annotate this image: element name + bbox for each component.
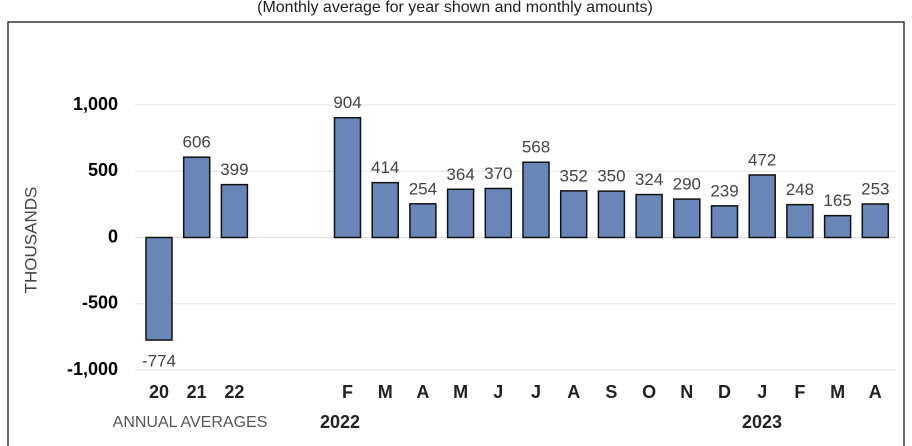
data-label: 352 xyxy=(560,166,588,185)
x-tick-label: 22 xyxy=(224,382,244,402)
group-label: 2022 xyxy=(320,412,360,432)
data-label: 370 xyxy=(484,164,512,183)
y-tick-label: -1,000 xyxy=(67,359,118,379)
data-label: 253 xyxy=(861,179,889,198)
data-label: 350 xyxy=(597,167,625,186)
x-tick-label: J xyxy=(493,382,503,402)
x-tick-label: D xyxy=(718,382,731,402)
bar xyxy=(673,198,701,239)
bar xyxy=(710,205,739,239)
x-tick-label: A xyxy=(869,382,882,402)
x-tick-label: J xyxy=(531,382,541,402)
bar xyxy=(145,236,173,341)
data-label: 904 xyxy=(333,93,361,112)
bar xyxy=(371,181,399,239)
bar xyxy=(823,214,852,239)
data-label: 254 xyxy=(409,179,437,198)
bar xyxy=(786,203,814,239)
bar xyxy=(597,190,626,239)
y-axis-label: THOUSANDS xyxy=(21,187,40,294)
x-tick-label: 21 xyxy=(187,382,207,402)
group-label: ANNUAL AVERAGES xyxy=(113,414,268,431)
x-tick-label: S xyxy=(605,382,617,402)
x-tick-label: A xyxy=(567,382,580,402)
data-label: 248 xyxy=(786,180,814,199)
x-tick-label: J xyxy=(757,382,767,402)
x-tick-label: F xyxy=(794,382,805,402)
x-tick-label: N xyxy=(680,382,693,402)
bar xyxy=(333,116,362,239)
bar xyxy=(182,156,211,239)
data-label: 324 xyxy=(635,170,663,189)
bar xyxy=(559,190,588,239)
data-label: 414 xyxy=(371,158,399,177)
bar xyxy=(522,161,550,239)
bar xyxy=(748,174,776,239)
data-label: -774 xyxy=(142,352,176,371)
group-label: 2023 xyxy=(742,412,782,432)
bar xyxy=(635,193,663,239)
bar xyxy=(446,188,475,239)
bar xyxy=(861,203,890,239)
chart-subtitle: (Monthly average for year shown and mont… xyxy=(257,0,653,16)
bar xyxy=(409,203,437,239)
x-tick-label: O xyxy=(642,382,656,402)
data-label: 399 xyxy=(220,160,248,179)
x-tick-label: 20 xyxy=(149,382,169,402)
data-label: 290 xyxy=(673,175,701,194)
x-tick-label: F xyxy=(342,382,353,402)
x-tick-label: A xyxy=(416,382,429,402)
y-tick-label: 1,000 xyxy=(73,94,118,114)
data-label: 364 xyxy=(446,165,474,184)
y-tick-label: 500 xyxy=(88,160,118,180)
x-tick-label: M xyxy=(453,382,468,402)
data-label: 606 xyxy=(183,133,211,152)
x-tick-label: M xyxy=(378,382,393,402)
data-label: 568 xyxy=(522,138,550,157)
y-tick-label: 0 xyxy=(108,226,118,246)
x-tick-label: M xyxy=(830,382,845,402)
bar xyxy=(484,187,513,239)
y-tick-label: -500 xyxy=(82,293,118,313)
data-label: 239 xyxy=(710,181,738,200)
data-label: 165 xyxy=(823,191,851,210)
bar xyxy=(220,183,249,239)
data-label: 472 xyxy=(748,150,776,169)
